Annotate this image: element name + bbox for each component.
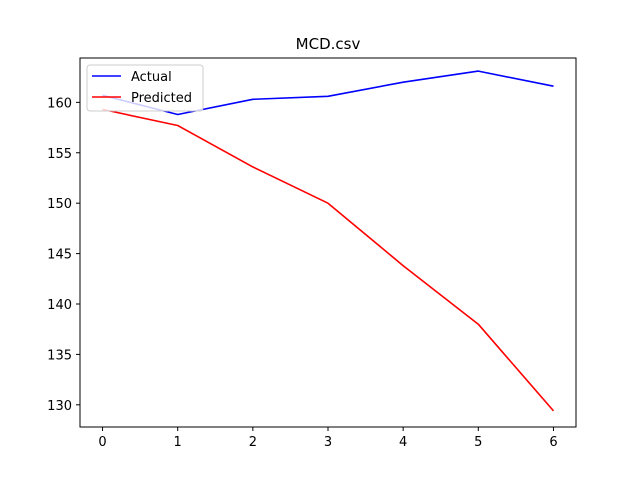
series-line-actual — [102, 70, 554, 116]
y-tick-label: 160 — [47, 96, 72, 111]
series-layer — [102, 70, 555, 412]
y-tick-label: 135 — [47, 348, 72, 363]
x-tick-label: 5 — [474, 435, 482, 450]
legend-label-actual: Actual — [131, 70, 172, 85]
legend-label-predicted: Predicted — [131, 91, 192, 106]
axes-layer: 0 1 2 3 4 5 6 130 135 140 145 150 155 160 — [47, 57, 577, 450]
y-tick-label: 140 — [47, 298, 72, 313]
y-tick-label: 145 — [47, 248, 72, 263]
chart-title: MCD.csv — [296, 35, 361, 53]
y-tick-label: 155 — [47, 147, 72, 162]
x-tick-label: 1 — [174, 435, 182, 450]
y-tick-label: 130 — [47, 399, 72, 414]
x-tick-label: 0 — [98, 435, 106, 450]
x-tick-label: 4 — [399, 435, 407, 450]
x-tick-label: 2 — [249, 435, 257, 450]
plot-frame — [79, 57, 577, 428]
series-line-predicted — [102, 108, 555, 412]
x-tick-label: 3 — [324, 435, 332, 450]
y-tick-label: 150 — [47, 197, 72, 212]
legend: Actual Predicted — [86, 64, 204, 112]
x-tick-label: 6 — [549, 435, 557, 450]
